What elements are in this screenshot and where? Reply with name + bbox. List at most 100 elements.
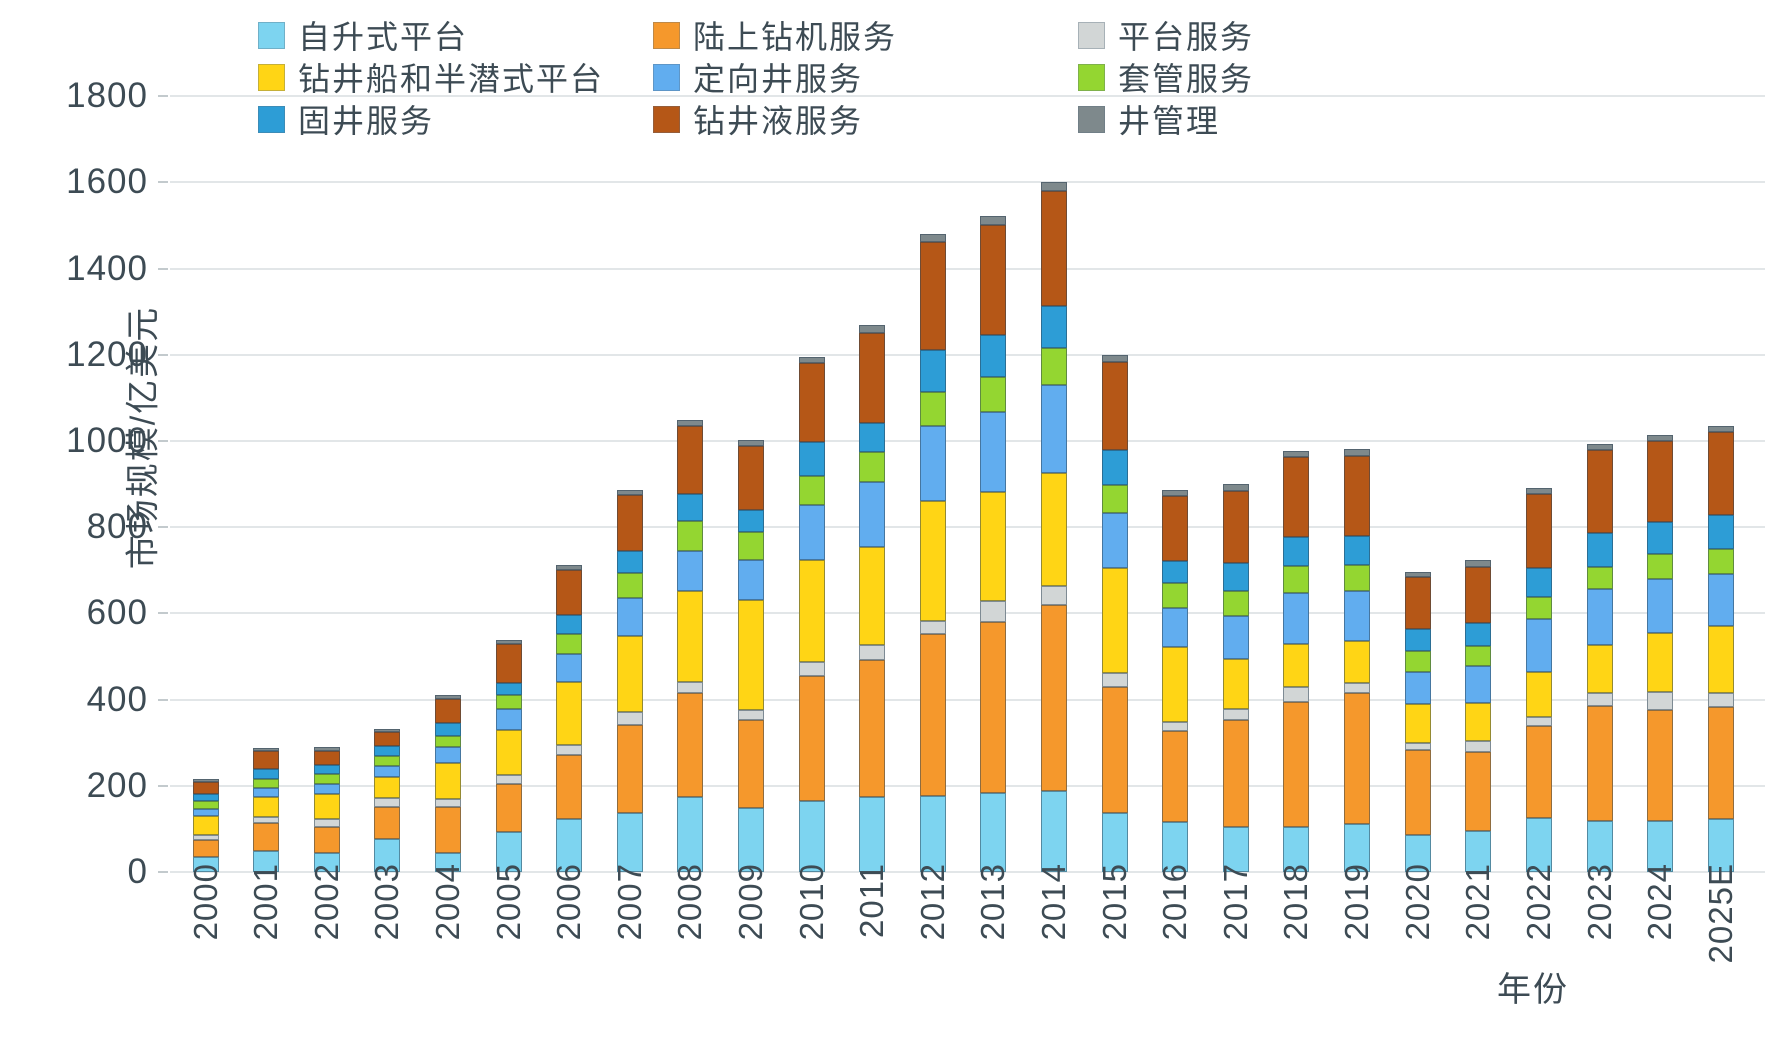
y-axis-tick-label: 1200 [66,334,148,374]
bar-segment [1222,719,1249,828]
bar-segment [1101,354,1128,363]
bar-segment [192,793,219,801]
bar-segment [677,521,704,552]
legend-swatch [258,21,285,49]
x-axis-tick-label: 2010 [792,863,830,941]
bar-segment [859,451,886,483]
bar-segment [253,747,280,751]
bar-segment [434,807,461,853]
bar-2020 [1404,571,1431,872]
bar-segment [1344,824,1371,872]
bar-segment [980,216,1007,225]
legend-item: 钻井液服务 [653,102,863,139]
legend-label: 固井服务 [298,103,435,139]
bar-segment [1101,449,1128,485]
bar-segment [1707,707,1734,820]
bar-segment [798,442,825,477]
bar-segment [737,808,764,872]
bar-segment [1647,632,1674,692]
bar-segment [1041,790,1068,872]
bar-segment [1404,650,1431,672]
bar-segment [677,796,704,872]
x-axis-tick-label: 2000 [186,863,224,941]
legend-item: 定向井服务 [653,60,863,97]
bar-segment [192,834,219,840]
legend-label: 自升式平台 [298,19,469,55]
bar-segment [1283,644,1310,687]
bar-segment [1586,450,1613,533]
bar-segment [980,224,1007,336]
legend-swatch [258,63,285,91]
bar-segment [313,747,340,751]
x-axis-tick-label: 2016 [1156,863,1194,941]
bar-segment [1404,834,1431,872]
bar-segment [192,779,219,782]
bar-segment [1041,347,1068,385]
bar-segment [1465,560,1492,567]
y-axis-tick-label: 400 [86,679,148,719]
bar-segment [1525,494,1552,569]
bar-2025E [1707,426,1734,872]
bar-segment [1586,589,1613,645]
bar-segment [1525,725,1552,819]
bar-segment [677,591,704,682]
bar-2017 [1222,484,1249,872]
bar-segment [798,476,825,505]
bar-segment [737,600,764,710]
x-axis-tick-label: 2019 [1338,863,1376,941]
bar-segment [374,797,401,807]
bar-segment [495,708,522,731]
bar-segment [1344,456,1371,537]
bar-segment [1465,703,1492,741]
gridline [170,612,1765,615]
bar-2023 [1586,444,1613,872]
bar-segment [1647,553,1674,580]
x-axis-tick-label: 2005 [489,863,527,941]
bar-2000 [192,779,219,872]
bar-segment [1101,485,1128,514]
bar-segment [1404,671,1431,704]
bar-segment [374,839,401,872]
y-axis-tick [158,181,168,184]
bar-segment [1525,568,1552,598]
bar-segment [1041,181,1068,192]
bar-segment [374,728,401,733]
bar-segment [1101,362,1128,450]
bar-segment [192,816,219,835]
bar-segment [192,856,219,872]
legend-item: 钻井船和半潜式平台 [258,60,604,97]
legend-swatch [653,63,680,91]
legend-label: 定向井服务 [693,61,864,97]
bar-segment [1404,703,1431,743]
bar-segment [1586,444,1613,451]
bar-segment [495,640,522,645]
bar-2002 [313,747,340,872]
bar-segment [980,335,1007,377]
x-axis-tick-label: 2013 [974,863,1012,941]
bar-2014 [1041,181,1068,872]
gridline [170,181,1765,184]
bar-segment [737,440,764,446]
bar-segment [1162,821,1189,872]
bar-segment [1344,692,1371,825]
bar-segment [859,796,886,872]
bar-segment [919,620,946,635]
bar-segment [1647,579,1674,633]
bar-segment [1283,457,1310,538]
bar-segment [980,492,1007,601]
x-axis-tick-label: 2002 [307,863,345,941]
legend-swatch [653,21,680,49]
x-axis-tick-label: 2012 [913,863,951,941]
bar-segment [1041,605,1068,791]
x-axis-tick-label: 2025E [1701,863,1739,964]
bar-segment [253,823,280,851]
bar-segment [1647,709,1674,821]
bar-2021 [1465,560,1492,872]
bar-segment [1647,820,1674,872]
bar-segment [1707,549,1734,574]
bar-2015 [1101,354,1128,872]
bar-segment [556,633,583,654]
bar-segment [556,569,583,616]
legend-swatch [258,105,285,133]
